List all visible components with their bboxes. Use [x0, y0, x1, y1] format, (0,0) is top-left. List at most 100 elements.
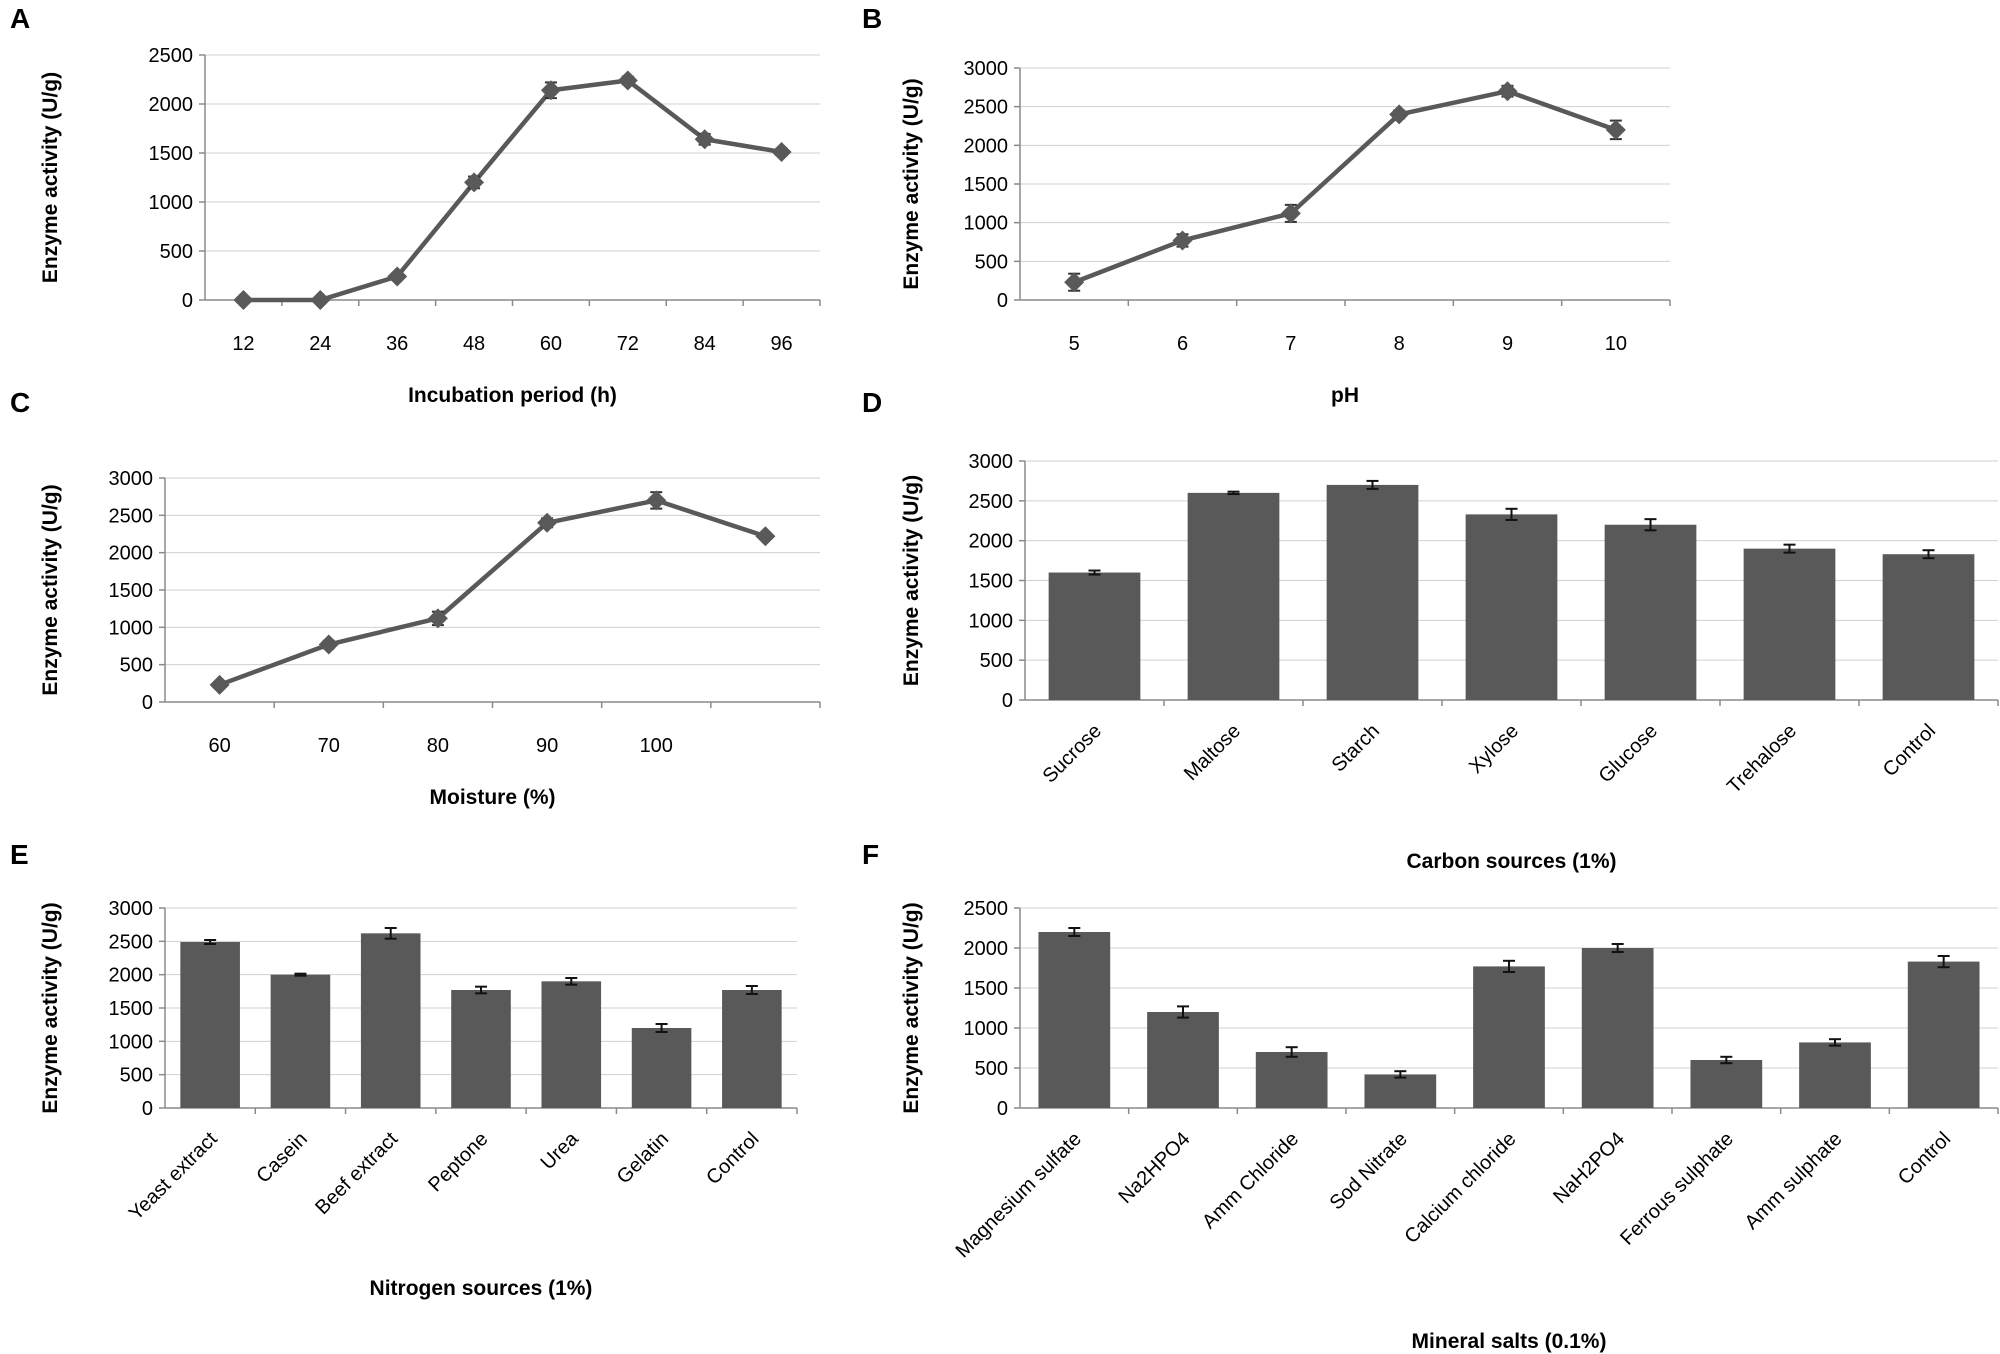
x-tick-label: 100 — [640, 735, 673, 757]
data-point-marker — [427, 608, 448, 629]
data-point-marker — [1172, 230, 1193, 251]
y-tick-label: 500 — [160, 241, 193, 263]
y-tick-label: 2000 — [149, 94, 194, 116]
data-bar — [1048, 572, 1141, 700]
data-point-marker — [771, 142, 792, 163]
y-tick-label: 3000 — [969, 451, 1014, 473]
y-tick-label: 2000 — [969, 531, 1014, 553]
y-tick-label: 2000 — [964, 135, 1009, 157]
data-point-marker — [694, 129, 715, 150]
y-axis-title: Enzyme activity (U/g) — [39, 72, 62, 283]
y-tick-label: 1500 — [109, 580, 154, 602]
y-axis-title: Enzyme activity (U/g) — [900, 902, 923, 1113]
data-bar — [1465, 514, 1558, 700]
data-point-marker — [1064, 272, 1085, 293]
data-point-marker — [537, 512, 558, 533]
data-bar — [1147, 1012, 1219, 1108]
x-tick-label: 24 — [309, 333, 331, 355]
data-point-marker — [646, 490, 667, 511]
x-tick-label: 60 — [208, 735, 230, 757]
data-point-marker — [209, 674, 230, 695]
series-line — [218, 498, 767, 687]
data-point-marker — [318, 634, 339, 655]
data-point-marker — [464, 172, 485, 193]
y-tick-label: 2500 — [964, 97, 1009, 119]
data-bar — [1604, 524, 1697, 700]
panel-letter: A — [10, 3, 30, 34]
x-tick-label: 84 — [694, 333, 716, 355]
x-tick-label: 5 — [1069, 333, 1080, 355]
data-point-marker — [233, 290, 254, 310]
chart-panel-a: A 0 500 1000 1500 2000 2500 Enzyme activity (U/… — [10, 3, 821, 407]
data-bar — [1326, 484, 1419, 700]
y-tick-label: 2000 — [109, 965, 154, 987]
y-tick-label: 500 — [975, 1058, 1008, 1080]
y-tick-label: 500 — [980, 650, 1013, 672]
data-point-marker — [755, 526, 776, 547]
x-tick-label: 6 — [1177, 333, 1188, 355]
y-tick-label: 1500 — [964, 174, 1009, 196]
x-tick-label: 72 — [617, 333, 639, 355]
y-axis-title: Enzyme activity (U/g) — [39, 902, 62, 1113]
data-bar — [1038, 932, 1111, 1108]
data-bar — [631, 1028, 692, 1108]
panel-letter: D — [862, 387, 882, 418]
y-tick-label: 1500 — [109, 998, 154, 1020]
y-tick-label: 1500 — [149, 143, 194, 165]
data-point-marker — [310, 290, 331, 310]
chart-panel-b: B 0 500 1000 1500 2000 2500 3000 Enzyme activity… — [862, 3, 1671, 407]
x-tick-label: 8 — [1394, 333, 1405, 355]
data-point-marker — [1389, 104, 1410, 125]
panel-letter: E — [10, 839, 29, 870]
y-axis-title: Enzyme activity (U/g) — [39, 484, 62, 695]
data-bar — [270, 974, 331, 1108]
y-tick-label: 2000 — [964, 938, 1009, 960]
x-tick-label: 90 — [536, 735, 558, 757]
data-bar — [451, 990, 511, 1108]
x-tick-label: 60 — [540, 333, 562, 355]
data-bar — [1364, 1074, 1437, 1108]
y-tick-label: 1000 — [964, 213, 1009, 235]
data-bar — [1799, 1042, 1871, 1108]
x-tick-label: 48 — [463, 333, 485, 355]
y-tick-label: 0 — [997, 290, 1008, 312]
y-tick-label: 1000 — [149, 192, 194, 214]
data-point-marker — [617, 70, 638, 91]
y-tick-label: 500 — [120, 655, 153, 677]
y-tick-label: 2500 — [109, 931, 154, 953]
data-bar — [1473, 966, 1545, 1108]
x-axis-title: Nitrogen sources (1%) — [370, 1277, 593, 1300]
y-tick-label: 0 — [997, 1098, 1008, 1120]
x-axis-title: Carbon sources (1%) — [1406, 850, 1616, 873]
y-tick-label: 2500 — [109, 505, 154, 527]
y-tick-label: 3000 — [109, 468, 154, 490]
chart-panel-c: C 0 500 1000 1500 2000 2500 3000 Enzyme activity… — [10, 387, 821, 809]
data-point-marker — [1605, 119, 1626, 140]
y-tick-label: 2500 — [149, 45, 194, 67]
x-axis-title: Mineral salts (0.1%) — [1412, 1330, 1607, 1353]
data-bar — [1907, 961, 1980, 1108]
y-tick-label: 1500 — [969, 571, 1014, 593]
x-tick-label: 7 — [1285, 333, 1296, 355]
x-tick-label: 12 — [232, 333, 254, 355]
data-bar — [1581, 948, 1654, 1108]
data-bar — [722, 990, 782, 1108]
x-tick-label: 70 — [318, 735, 340, 757]
data-bar — [1743, 548, 1836, 700]
x-tick-label: 9 — [1502, 333, 1513, 355]
y-tick-label: 0 — [1002, 690, 1013, 712]
y-tick-label: 1000 — [964, 1018, 1009, 1040]
y-tick-label: 3000 — [964, 58, 1009, 80]
x-tick-label: 96 — [770, 333, 792, 355]
y-tick-label: 1500 — [964, 978, 1009, 1000]
data-point-marker — [540, 80, 561, 101]
data-point-marker — [387, 266, 408, 287]
x-axis-title: Moisture (%) — [430, 786, 556, 809]
x-tick-label: 10 — [1605, 333, 1627, 355]
data-bar — [1187, 492, 1280, 700]
y-axis-title: Enzyme activity (U/g) — [900, 475, 923, 686]
panel-letter: C — [10, 387, 30, 418]
x-tick-label: 36 — [386, 333, 408, 355]
y-tick-label: 1000 — [109, 617, 154, 639]
x-axis-title: Incubation period (h) — [408, 384, 617, 407]
